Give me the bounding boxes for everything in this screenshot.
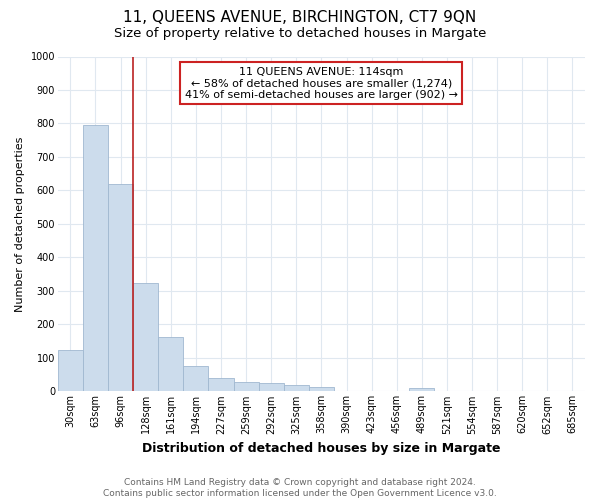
Text: Contains HM Land Registry data © Crown copyright and database right 2024.
Contai: Contains HM Land Registry data © Crown c… — [103, 478, 497, 498]
Bar — [108, 184, 133, 392]
Bar — [259, 383, 284, 392]
Bar — [184, 366, 208, 392]
X-axis label: Distribution of detached houses by size in Margate: Distribution of detached houses by size … — [142, 442, 500, 455]
Text: 11 QUEENS AVENUE: 114sqm
← 58% of detached houses are smaller (1,274)
41% of sem: 11 QUEENS AVENUE: 114sqm ← 58% of detach… — [185, 66, 458, 100]
Bar — [409, 388, 434, 392]
Bar — [83, 125, 108, 392]
Text: 11, QUEENS AVENUE, BIRCHINGTON, CT7 9QN: 11, QUEENS AVENUE, BIRCHINGTON, CT7 9QN — [124, 10, 476, 25]
Bar — [309, 387, 334, 392]
Text: Size of property relative to detached houses in Margate: Size of property relative to detached ho… — [114, 28, 486, 40]
Bar — [233, 382, 259, 392]
Bar — [58, 350, 83, 392]
Bar — [158, 337, 184, 392]
Bar — [284, 384, 309, 392]
Bar — [133, 282, 158, 392]
Y-axis label: Number of detached properties: Number of detached properties — [15, 136, 25, 312]
Bar — [208, 378, 233, 392]
